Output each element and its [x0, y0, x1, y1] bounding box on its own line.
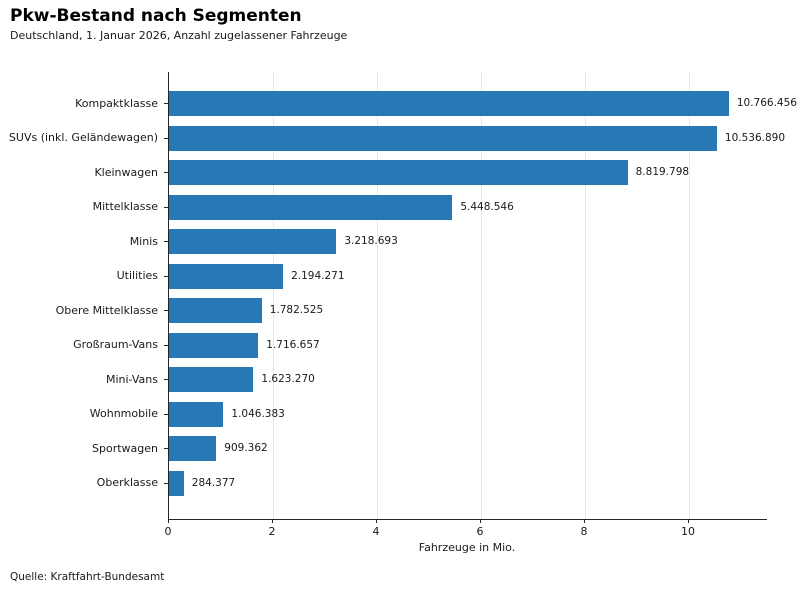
x-tick-label-10: 10 — [681, 525, 695, 538]
category-label-4: Mittelklasse — [92, 200, 158, 213]
y-tick-5 — [164, 241, 168, 243]
bar-12 — [169, 470, 184, 496]
x-tick-4 — [375, 519, 377, 523]
bar-4 — [169, 194, 453, 220]
bar-8 — [169, 332, 259, 358]
bar-1 — [169, 91, 729, 116]
x-tick-6 — [479, 519, 481, 523]
category-label-8: Großraum-Vans — [73, 338, 158, 351]
y-tick-1 — [164, 103, 168, 105]
x-tick-0 — [167, 519, 169, 523]
y-tick-2 — [164, 137, 168, 139]
bar-3 — [169, 160, 628, 185]
y-tick-6 — [164, 275, 168, 277]
category-label-5: Minis — [129, 234, 158, 248]
gridline-x-6 — [480, 72, 482, 519]
bar-10 — [169, 401, 224, 427]
value-label-4: 5.448.546 — [460, 200, 514, 213]
bar-11 — [169, 436, 217, 461]
value-label-10: 1.046.383 — [231, 407, 285, 420]
bar-5 — [169, 229, 337, 254]
y-tick-7 — [164, 310, 168, 312]
value-label-3: 8.819.798 — [635, 166, 690, 178]
category-label-9: Mini-Vans — [105, 372, 158, 386]
value-label-5: 3.218.693 — [344, 235, 398, 247]
bar-7 — [169, 298, 262, 323]
x-tick-10 — [687, 519, 689, 523]
category-label-6: Utilities — [116, 269, 158, 282]
value-label-6: 2.194.271 — [291, 269, 345, 282]
x-axis-label: Fahrzeuge in Mio. — [418, 541, 516, 554]
y-tick-8 — [164, 344, 168, 346]
y-tick-11 — [164, 448, 168, 450]
value-label-11: 909.362 — [224, 442, 268, 454]
y-tick-10 — [164, 413, 168, 415]
gridline-x-10 — [688, 72, 690, 519]
category-label-2: SUVs (inkl. Geländewagen) — [8, 131, 158, 144]
chart-title: Pkw-Bestand nach Segmenten — [10, 6, 302, 26]
category-label-10: Wohnmobile — [89, 407, 158, 420]
gridline-x-4 — [376, 72, 378, 519]
value-label-1: 10.766.456 — [736, 97, 797, 109]
x-tick-8 — [583, 519, 585, 523]
category-label-7: Obere Mittelklasse — [55, 303, 158, 317]
x-tick-2 — [271, 519, 273, 523]
x-tick-label-0: 0 — [164, 525, 172, 538]
plot-area: 10.766.456 10.536.890 8.819.798 5.448.546 3.… — [168, 72, 797, 520]
bar-9 — [169, 367, 254, 392]
x-tick-label-4: 4 — [372, 525, 380, 538]
source-note: Quelle: Kraftfahrt-Bundesamt — [10, 571, 165, 583]
gridline-x-8 — [584, 72, 586, 519]
category-label-12: Oberklasse — [96, 476, 158, 489]
value-label-8: 1.716.657 — [266, 338, 320, 351]
gridline-x-2 — [272, 72, 274, 519]
y-tick-9 — [164, 379, 168, 381]
category-label-11: Sportwagen — [92, 441, 158, 455]
bar-6 — [169, 263, 284, 289]
value-label-2: 10.536.890 — [724, 131, 786, 144]
value-label-9: 1.623.270 — [261, 373, 315, 385]
category-label-3: Kleinwagen — [94, 165, 158, 179]
value-label-7: 1.782.525 — [269, 304, 324, 316]
y-tick-12 — [164, 482, 168, 484]
bar-2 — [169, 125, 717, 151]
x-tick-label-2: 2 — [268, 525, 276, 538]
chart-subtitle: Deutschland, 1. Januar 2026, Anzahl zuge… — [10, 29, 348, 42]
x-tick-label-8: 8 — [580, 525, 588, 538]
y-tick-3 — [164, 172, 168, 174]
y-tick-4 — [164, 206, 168, 208]
category-label-1: Kompaktklasse — [75, 96, 158, 110]
x-tick-label-6: 6 — [476, 525, 484, 538]
value-label-12: 284.377 — [191, 476, 236, 489]
